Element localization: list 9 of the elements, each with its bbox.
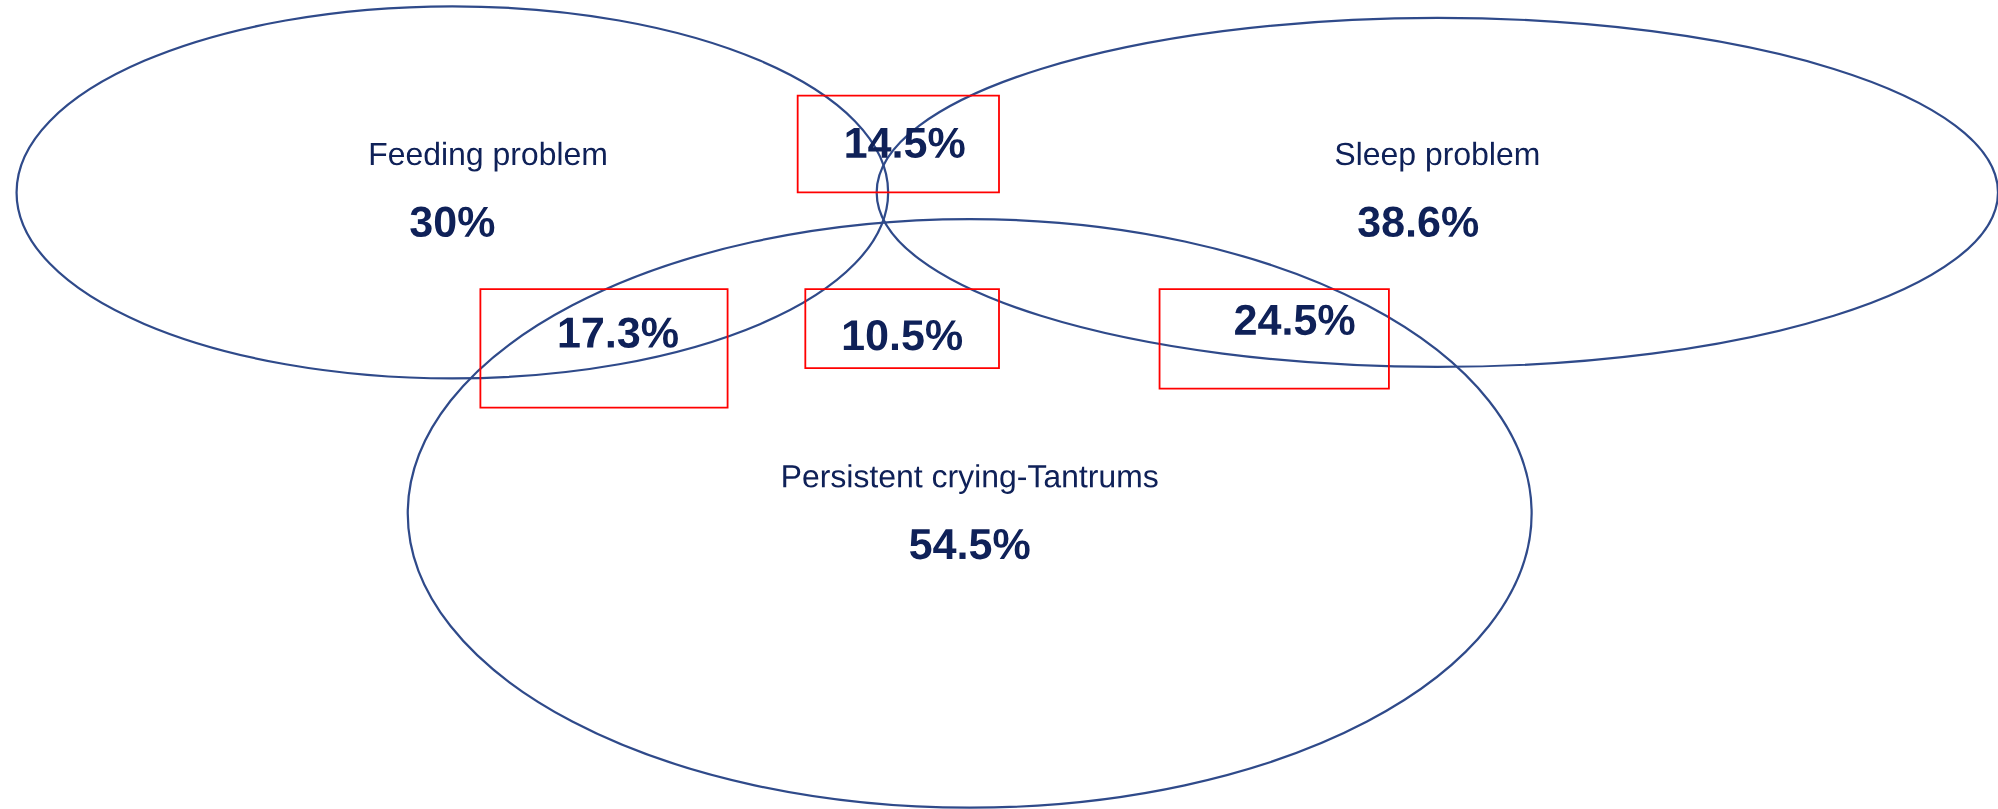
text: 10.5% bbox=[843, 319, 963, 351]
text: 17.3% bbox=[559, 317, 678, 348]
category-label: Feeding problem bbox=[370, 141, 606, 172]
data-label: 54.5% bbox=[909, 529, 1030, 560]
text: 24.5% bbox=[1235, 304, 1355, 336]
data-label: 38.6% bbox=[1358, 206, 1479, 238]
category-label: Sleep problem bbox=[1335, 141, 1539, 172]
category-label: Persistent crying-Tantrums bbox=[783, 464, 1158, 494]
data-label: 30% bbox=[410, 206, 495, 238]
